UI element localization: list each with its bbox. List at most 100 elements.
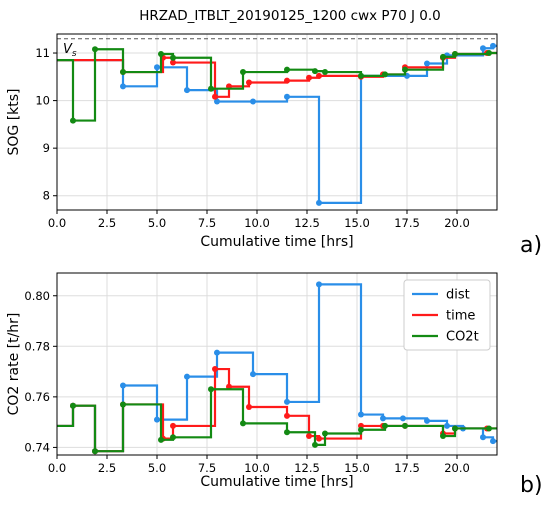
data-point-dist: [400, 415, 406, 422]
panel-label: a): [520, 233, 542, 258]
data-point-dist: [154, 64, 160, 71]
x-tick-label: 7.5: [198, 461, 216, 475]
data-point-CO2t: [440, 53, 446, 60]
x-axis-label: Cumulative time [hrs]: [200, 474, 353, 490]
y-axis-label: SOG [kts]: [6, 88, 22, 155]
data-point-dist: [120, 83, 126, 90]
y-tick-label: 8: [43, 189, 50, 203]
data-point-time: [170, 59, 176, 66]
legend-label-time: time: [446, 309, 475, 324]
data-point-CO2t: [170, 434, 176, 441]
data-point-dist: [284, 93, 290, 100]
data-point-CO2t: [312, 68, 318, 75]
legend-box: [403, 279, 491, 351]
data-point-CO2t: [170, 54, 176, 61]
data-point-dist: [380, 415, 386, 422]
data-point-CO2t: [158, 436, 164, 443]
x-tick-label: 10.0: [244, 461, 270, 475]
data-point-CO2t: [486, 425, 492, 432]
data-point-time: [316, 72, 322, 79]
y-tick-label: 10: [35, 94, 50, 108]
data-point-dist: [184, 87, 190, 94]
series-line-CO2t: [57, 48, 497, 122]
y-tick-label: 0.74: [24, 440, 50, 454]
data-point-time: [212, 93, 218, 100]
data-point-dist: [214, 98, 220, 105]
data-point-CO2t: [382, 422, 388, 429]
panel-label: b): [520, 473, 543, 498]
data-point-CO2t: [452, 50, 458, 57]
x-tick-label: 2.5: [98, 216, 116, 230]
x-tick-label: 0.0: [48, 216, 66, 230]
data-point-CO2t: [322, 69, 328, 76]
data-point-CO2t: [440, 433, 446, 440]
data-point-time: [306, 433, 312, 440]
co2-rate-panel: 0.0 2.5 5.0 7.5 10.0 12.5 15.0 17.5 20.0 0.74 0.76…: [6, 272, 543, 498]
figure-title: HRZAD_ITBLT_20190125_1200 cwx P70 J 0.0: [139, 8, 441, 24]
data-point-CO2t: [92, 448, 98, 455]
data-point-CO2t: [240, 420, 246, 427]
data-point-dist: [480, 434, 486, 441]
data-point-dist: [358, 411, 364, 418]
data-point-CO2t: [92, 46, 98, 53]
data-point-dist: [424, 417, 430, 424]
x-tick-label: 5.0: [148, 461, 166, 475]
data-point-time: [170, 422, 176, 429]
x-tick-label: 0.0: [48, 461, 66, 475]
x-tick-label: 12.5: [294, 216, 320, 230]
data-point-dist: [154, 416, 160, 423]
data-point-dist: [316, 199, 322, 206]
x-tick-label: 17.5: [394, 461, 420, 475]
x-tick-label: 12.5: [294, 461, 320, 475]
data-point-CO2t: [208, 85, 214, 92]
y-tick-label: 0.76: [24, 390, 50, 404]
y-tick-label: 9: [43, 141, 50, 155]
data-point-CO2t: [358, 426, 364, 433]
legend-label-CO2t: CO2t: [446, 330, 479, 345]
data-point-CO2t: [240, 69, 246, 76]
data-point-dist: [480, 45, 486, 52]
data-point-dist: [444, 422, 450, 429]
data-point-CO2t: [70, 402, 76, 409]
y-axis-label: CO2 rate [t/hr]: [6, 313, 22, 416]
data-point-CO2t: [452, 425, 458, 432]
data-point-dist: [424, 60, 430, 67]
data-point-CO2t: [358, 72, 364, 79]
data-point-CO2t: [70, 117, 76, 124]
data-point-dist: [214, 349, 220, 356]
y-tick-label: 0.80: [24, 289, 50, 303]
data-point-time: [284, 412, 290, 419]
y-tick-label: 11: [35, 46, 50, 60]
series-line-CO2t: [57, 388, 497, 453]
x-tick-label: 15.0: [344, 216, 370, 230]
data-point-CO2t: [322, 430, 328, 437]
legend-label-dist: dist: [446, 288, 470, 303]
data-point-dist: [184, 373, 190, 380]
x-tick-label: 2.5: [98, 461, 116, 475]
data-point-dist: [490, 438, 496, 445]
sog-panel: Vs 0.0 2.5 5.0 7.5 10.0 12.5 15.0 17.5 20.0 8 9 10 11…: [6, 33, 542, 258]
data-point-dist: [250, 98, 256, 105]
data-point-time: [246, 79, 252, 86]
data-point-CO2t: [120, 401, 126, 408]
data-point-dist: [490, 42, 496, 49]
plot-frame: [56, 272, 498, 456]
data-point-time: [246, 403, 252, 410]
data-point-CO2t: [312, 441, 318, 448]
x-tick-label: 15.0: [344, 461, 370, 475]
data-point-dist: [120, 382, 126, 389]
data-point-CO2t: [284, 66, 290, 73]
data-point-CO2t: [486, 50, 492, 57]
data-point-time: [316, 435, 322, 442]
x-tick-label: 17.5: [394, 216, 420, 230]
x-tick-label: 10.0: [244, 216, 270, 230]
data-point-time: [284, 77, 290, 84]
data-point-dist: [316, 281, 322, 288]
y-tick-label: 0.78: [24, 339, 50, 353]
x-tick-label: 5.0: [148, 216, 166, 230]
data-point-CO2t: [382, 71, 388, 78]
x-tick-label: 20.0: [444, 461, 470, 475]
x-tick-label: 20.0: [444, 216, 470, 230]
plot-frame: [56, 33, 498, 211]
